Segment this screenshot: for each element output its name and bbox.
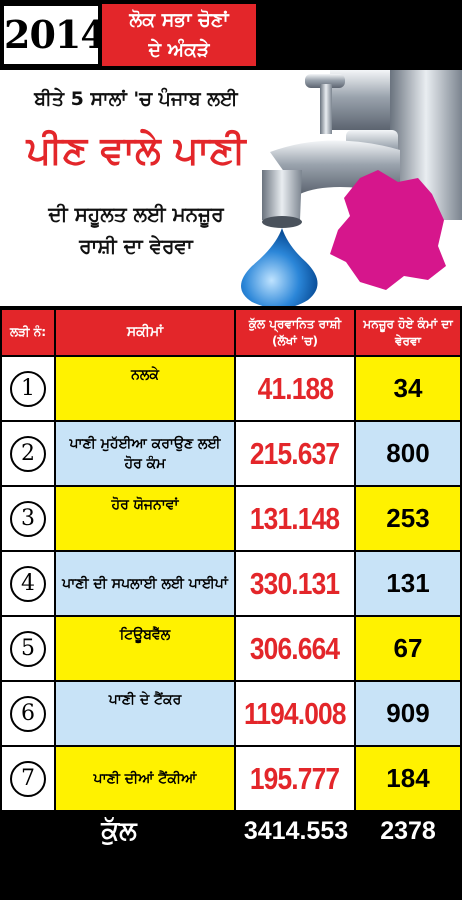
header-title-line1: ਲੋਕ ਸਭਾ ਚੋਣਾਂ	[129, 9, 229, 31]
total-label: ਕੁੱਲ	[2, 812, 236, 850]
row-scheme: ਪਾਣੀ ਦੇ ਟੈਂਕਰ	[56, 682, 234, 745]
row-number: 7	[10, 760, 46, 797]
row-works-cell: 34	[356, 357, 460, 420]
row-works-cell: 67	[356, 617, 460, 680]
header: 2014 ਲੋਕ ਸਭਾ ਚੋਣਾਂ ਦੇ ਅੰਕੜੇ	[0, 0, 462, 70]
row-sno-cell: 5	[2, 617, 54, 680]
header-title-line2: ਦੇ ਅੰਕੜੇ	[148, 39, 210, 61]
row-scheme: ਨਲਕੇ	[56, 357, 234, 420]
row-amount-cell: 330.131	[236, 552, 354, 615]
hero-line3: ਦੀ ਸਹੂਲਤ ਲਈ ਮਨਜ਼ੂਰ	[48, 202, 224, 226]
punjab-map-icon	[330, 170, 446, 290]
row-works: 131	[386, 568, 430, 598]
row-number: 4	[10, 565, 46, 602]
header-amount: ਕੁੱਲ ਪ੍ਰਵਾਨਿਤ ਰਾਸ਼ੀ (ਲੱਖਾਂ 'ਚ)	[236, 310, 354, 355]
row-amount: 1194.008	[244, 695, 347, 731]
row-number: 5	[10, 630, 46, 667]
row-works: 253	[386, 503, 430, 533]
row-amount: 195.777	[250, 760, 340, 796]
row-scheme: ਪਾਣੀ ਦੀ ਸਪਲਾਈ ਲਈ ਪਾਈਪਾਂ	[56, 552, 234, 615]
row-amount-cell: 306.664	[236, 617, 354, 680]
row-scheme: ਪਾਣੀ ਮੁਹੱਈਆ ਕਰਾਉਣ ਲਈ ਹੋਰ ਕੰਮ	[56, 422, 234, 485]
row-amount: 306.664	[250, 630, 340, 666]
header-sno: ਲੜੀ ਨੰ:	[2, 310, 54, 355]
water-drop-icon	[241, 228, 318, 306]
row-number: 6	[10, 695, 46, 732]
header-title-box: ਲੋਕ ਸਭਾ ਚੋਣਾਂ ਦੇ ਅੰਕੜੇ	[102, 4, 256, 66]
row-sno-cell: 6	[2, 682, 54, 745]
row-scheme: ਹੋਰ ਯੋਜਨਾਵਾਂ	[56, 487, 234, 550]
row-amount-cell: 131.148	[236, 487, 354, 550]
hero-panel: ਬੀਤੇ 5 ਸਾਲਾਂ 'ਚ ਪੰਜਾਬ ਲਈ ਪੀਣ ਵਾਲੇ ਪਾਣੀ ਦ…	[0, 70, 462, 306]
hero-headline: ਪੀਣ ਵਾਲੇ ਪਾਣੀ	[26, 128, 246, 172]
row-sno-cell: 1	[2, 357, 54, 420]
hero-illustration	[241, 70, 462, 306]
header-works: ਮਨਜ਼ੂਰ ਹੋਏ ਕੰਮਾਂ ਦਾ ਵੇਰਵਾ	[356, 310, 460, 355]
row-works: 67	[393, 633, 423, 663]
row-works-cell: 909	[356, 682, 460, 745]
row-scheme: ਟਿਊਬਵੈੱਲ	[56, 617, 234, 680]
year-label: 2014	[4, 6, 107, 64]
row-number: 2	[10, 435, 46, 472]
total-works: 2378	[356, 812, 460, 850]
row-works: 800	[386, 438, 430, 468]
row-amount-cell: 215.637	[236, 422, 354, 485]
hero-line1: ਬੀਤੇ 5 ਸਾਲਾਂ 'ਚ ਪੰਜਾਬ ਲਈ	[34, 88, 238, 110]
row-works: 909	[386, 698, 430, 728]
total-amount: 3414.553	[238, 812, 354, 850]
row-sno-cell: 4	[2, 552, 54, 615]
row-amount: 215.637	[250, 435, 340, 471]
row-number: 3	[10, 500, 46, 537]
water-tap-icon	[262, 70, 462, 228]
row-sno-cell: 7	[2, 747, 54, 810]
row-sno-cell: 3	[2, 487, 54, 550]
hero-line4: ਰਾਸ਼ੀ ਦਾ ਵੇਰਵਾ	[79, 234, 193, 258]
row-amount-cell: 195.777	[236, 747, 354, 810]
row-amount: 330.131	[250, 565, 340, 601]
row-amount-cell: 41.188	[236, 357, 354, 420]
row-number: 1	[10, 370, 46, 407]
row-works-cell: 131	[356, 552, 460, 615]
row-works-cell: 253	[356, 487, 460, 550]
row-scheme: ਪਾਣੀ ਦੀਆਂ ਟੈਂਕੀਆਂ	[56, 747, 234, 810]
header-scheme: ਸਕੀਮਾਂ	[56, 310, 234, 355]
row-amount-cell: 1194.008	[236, 682, 354, 745]
row-sno-cell: 2	[2, 422, 54, 485]
row-works: 34	[393, 373, 423, 403]
row-works-cell: 184	[356, 747, 460, 810]
row-amount: 131.148	[250, 500, 340, 536]
row-amount: 41.188	[257, 370, 333, 406]
row-works-cell: 800	[356, 422, 460, 485]
row-works: 184	[386, 763, 430, 793]
